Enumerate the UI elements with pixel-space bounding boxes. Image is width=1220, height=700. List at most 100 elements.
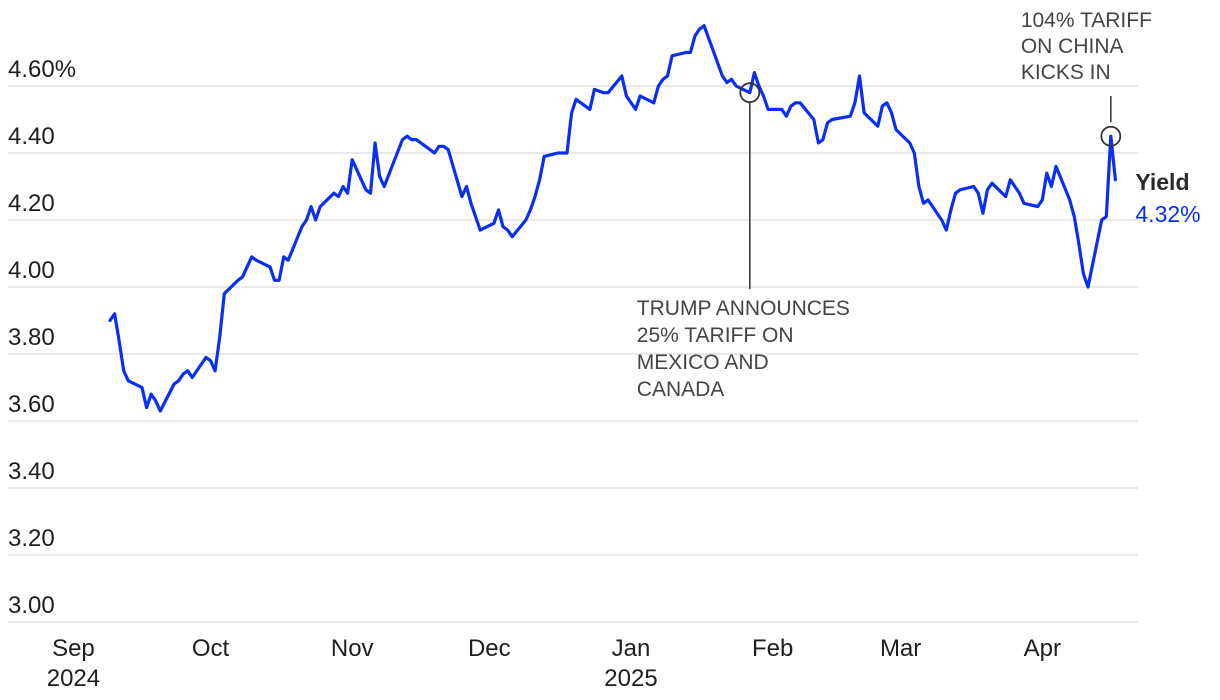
y-tick-label: 3.80	[8, 324, 55, 351]
data-point	[278, 279, 280, 282]
data-point	[209, 359, 212, 362]
data-point	[346, 192, 349, 194]
data-point	[703, 24, 705, 27]
data-point	[881, 105, 884, 107]
data-point	[972, 185, 975, 188]
data-point	[863, 112, 865, 114]
annotation-text: 104% TARIFF	[1021, 9, 1152, 32]
data-point	[369, 192, 372, 194]
data-point	[753, 71, 756, 74]
data-point	[122, 369, 125, 372]
data-point	[177, 380, 180, 382]
data-point	[173, 383, 175, 385]
data-point	[186, 369, 189, 372]
data-point	[1046, 172, 1048, 174]
data-point	[918, 185, 920, 188]
data-point	[890, 112, 893, 114]
data-point	[602, 91, 605, 94]
annotation-text: KICKS IN	[1021, 61, 1111, 84]
data-point	[191, 376, 194, 379]
data-point	[465, 185, 468, 188]
data-point	[1023, 202, 1025, 205]
data-point	[301, 225, 303, 228]
data-point	[685, 51, 687, 54]
data-point	[525, 219, 527, 221]
data-point	[794, 101, 797, 104]
data-point	[493, 222, 495, 225]
data-point	[337, 195, 340, 198]
annotation-marker	[739, 82, 761, 104]
data-point	[589, 108, 591, 111]
x-tick-label: Nov	[331, 635, 374, 662]
data-point	[470, 202, 472, 205]
data-point	[662, 78, 664, 81]
y-tick-label: 3.00	[8, 592, 55, 619]
data-point	[812, 118, 815, 121]
data-point	[1078, 242, 1080, 245]
x-tick-label: Feb	[752, 635, 793, 662]
annotations: TRUMP ANNOUNCES 25% TARIFF ON MEXICO AND CA…	[637, 9, 1152, 401]
data-point	[378, 175, 381, 178]
data-point	[561, 152, 564, 154]
data-point	[461, 195, 463, 198]
data-point	[895, 128, 897, 131]
data-point	[1014, 185, 1016, 188]
data-point	[922, 202, 925, 205]
x-tick-year-label: 2025	[604, 665, 657, 692]
data-point	[1068, 199, 1071, 201]
data-point	[1009, 179, 1012, 181]
data-point	[986, 189, 989, 191]
data-point	[1018, 192, 1021, 194]
data-point	[333, 192, 335, 194]
x-tick-label: Apr	[1024, 635, 1061, 662]
data-point	[282, 256, 285, 258]
data-point	[401, 138, 404, 141]
y-tick-label: 3.40	[8, 458, 55, 485]
data-point	[433, 152, 436, 154]
data-point	[406, 135, 408, 138]
data-point	[726, 81, 728, 84]
data-point	[575, 98, 577, 101]
data-point	[269, 266, 271, 268]
data-point	[908, 142, 911, 144]
data-point	[141, 386, 143, 389]
data-point	[1114, 179, 1117, 181]
data-point	[671, 55, 673, 57]
data-point	[621, 75, 623, 77]
data-point	[785, 115, 788, 117]
data-point	[950, 209, 952, 211]
x-tick-label: Oct	[192, 635, 230, 662]
data-point	[287, 259, 290, 262]
data-point	[218, 336, 221, 339]
data-point	[305, 219, 308, 221]
data-point	[410, 138, 413, 141]
data-point	[159, 410, 162, 412]
data-point	[767, 108, 769, 111]
data-point	[246, 266, 248, 268]
data-point	[438, 145, 440, 148]
annotation-text: 25% TARIFF ON	[637, 324, 794, 347]
annotation-text: ON CHINA	[1021, 35, 1124, 58]
data-point	[1055, 165, 1057, 168]
data-point	[689, 51, 692, 54]
y-tick-label: 4.00	[8, 257, 55, 284]
data-point	[735, 85, 737, 87]
data-point	[1036, 205, 1039, 208]
data-point	[1110, 135, 1112, 138]
data-point	[506, 229, 509, 231]
data-point	[534, 195, 536, 198]
data-point	[749, 91, 751, 94]
data-point	[310, 205, 312, 208]
annotation-text: CANADA	[637, 378, 725, 401]
data-point	[1082, 272, 1085, 275]
data-point	[497, 209, 500, 211]
data-point	[634, 108, 637, 111]
data-point	[1004, 195, 1007, 198]
series-line	[108, 24, 1117, 413]
y-tick-label: 3.60	[8, 391, 55, 418]
data-point	[442, 145, 445, 148]
data-point	[625, 95, 628, 97]
data-point	[849, 115, 852, 117]
data-point	[954, 192, 957, 194]
data-point	[447, 148, 449, 151]
